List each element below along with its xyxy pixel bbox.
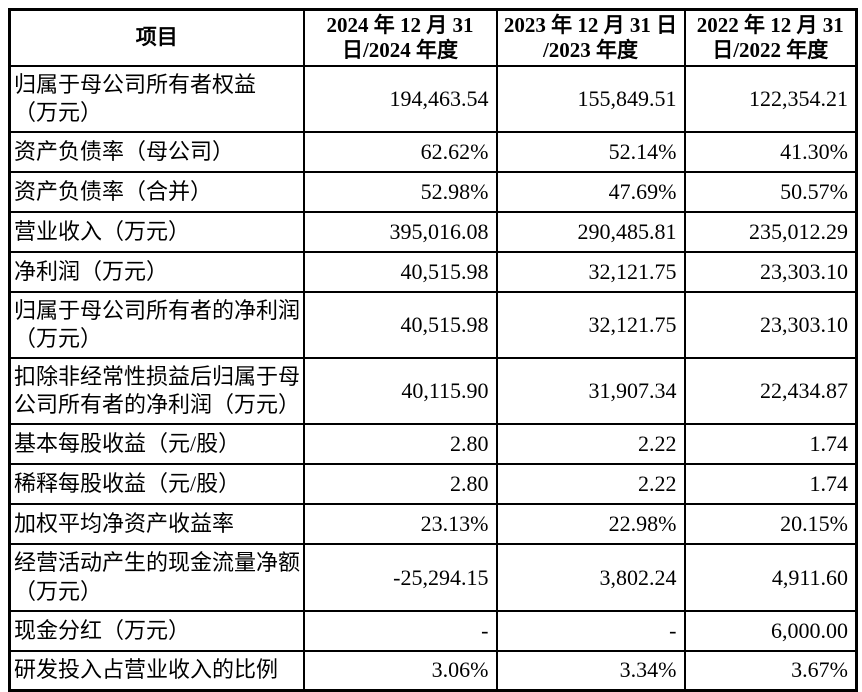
value-2024: 2.80 xyxy=(302,423,498,466)
value-2022: 41.30% xyxy=(683,130,858,173)
table-row: 归属于母公司所有者的净利润 （万元） 40,515.98 32,121.75 2… xyxy=(8,290,858,360)
row-label: 净利润（万元） xyxy=(8,250,305,293)
value-2024: - xyxy=(302,609,498,652)
financial-summary-table: 项目 2024 年 12 月 31 日/2024 年度 2023 年 12 月 … xyxy=(8,8,858,692)
value-2022: 23,303.10 xyxy=(683,290,858,360)
row-label: 扣除非经常性损益后归属于母 公司所有者的净利润（万元） xyxy=(8,357,305,426)
row-label: 稀释每股收益（元/股） xyxy=(8,463,305,506)
header-period-2023: 2023 年 12 月 31 日 /2023 年度 xyxy=(495,8,686,67)
header-item-column: 项目 xyxy=(8,8,305,67)
value-2023: 3.34% xyxy=(495,649,686,692)
value-2022: 4,911.60 xyxy=(683,543,858,612)
row-label: 研发投入占营业收入的比例 xyxy=(8,649,305,692)
table-row: 研发投入占营业收入的比例 3.06% 3.34% 3.67% xyxy=(8,649,858,692)
value-2023: 290,485.81 xyxy=(495,210,686,253)
row-label: 经营活动产生的现金流量净额 （万元） xyxy=(8,543,305,612)
value-2024: 23.13% xyxy=(302,503,498,546)
value-2024: 194,463.54 xyxy=(302,64,498,133)
header-row: 项目 2024 年 12 月 31 日/2024 年度 2023 年 12 月 … xyxy=(8,8,858,67)
value-2023: - xyxy=(495,609,686,652)
value-2022: 235,012.29 xyxy=(683,210,858,253)
row-label: 营业收入（万元） xyxy=(8,210,305,253)
row-label: 归属于母公司所有者权益 （万元） xyxy=(8,64,305,133)
row-label: 基本每股收益（元/股） xyxy=(8,423,305,466)
value-2022: 3.67% xyxy=(683,649,858,692)
row-label: 归属于母公司所有者的净利润 （万元） xyxy=(8,290,305,360)
value-2024: 2.80 xyxy=(302,463,498,506)
value-2023: 3,802.24 xyxy=(495,543,686,612)
row-label: 加权平均净资产收益率 xyxy=(8,503,305,546)
table-row: 资产负债率（合并） 52.98% 47.69% 50.57% xyxy=(8,170,858,213)
table-row: 经营活动产生的现金流量净额 （万元） -25,294.15 3,802.24 4… xyxy=(8,543,858,612)
table-row: 加权平均净资产收益率 23.13% 22.98% 20.15% xyxy=(8,503,858,546)
value-2024: 3.06% xyxy=(302,649,498,692)
value-2023: 155,849.51 xyxy=(495,64,686,133)
value-2023: 52.14% xyxy=(495,130,686,173)
table-row: 基本每股收益（元/股） 2.80 2.22 1.74 xyxy=(8,423,858,466)
table-row: 净利润（万元） 40,515.98 32,121.75 23,303.10 xyxy=(8,250,858,293)
value-2023: 47.69% xyxy=(495,170,686,213)
value-2024: 52.98% xyxy=(302,170,498,213)
value-2024: 40,515.98 xyxy=(302,250,498,293)
header-period-2024: 2024 年 12 月 31 日/2024 年度 xyxy=(302,8,498,67)
table-row: 营业收入（万元） 395,016.08 290,485.81 235,012.2… xyxy=(8,210,858,253)
document-page: 项目 2024 年 12 月 31 日/2024 年度 2023 年 12 月 … xyxy=(8,8,858,692)
header-period-2022: 2022 年 12 月 31 日/2022 年度 xyxy=(683,8,858,67)
table-row: 扣除非经常性损益后归属于母 公司所有者的净利润（万元） 40,115.90 31… xyxy=(8,357,858,426)
table-row: 归属于母公司所有者权益 （万元） 194,463.54 155,849.51 1… xyxy=(8,64,858,133)
value-2022: 1.74 xyxy=(683,463,858,506)
value-2024: 40,515.98 xyxy=(302,290,498,360)
value-2023: 22.98% xyxy=(495,503,686,546)
table-row: 资产负债率（母公司） 62.62% 52.14% 41.30% xyxy=(8,130,858,173)
value-2023: 2.22 xyxy=(495,463,686,506)
value-2023: 32,121.75 xyxy=(495,290,686,360)
value-2024: -25,294.15 xyxy=(302,543,498,612)
value-2022: 23,303.10 xyxy=(683,250,858,293)
table-row: 稀释每股收益（元/股） 2.80 2.22 1.74 xyxy=(8,463,858,506)
value-2022: 6,000.00 xyxy=(683,609,858,652)
value-2022: 20.15% xyxy=(683,503,858,546)
row-label: 资产负债率（合并） xyxy=(8,170,305,213)
value-2022: 50.57% xyxy=(683,170,858,213)
value-2024: 40,115.90 xyxy=(302,357,498,426)
row-label: 现金分红（万元） xyxy=(8,609,305,652)
table-body: 归属于母公司所有者权益 （万元） 194,463.54 155,849.51 1… xyxy=(8,64,858,692)
value-2024: 62.62% xyxy=(302,130,498,173)
row-label: 资产负债率（母公司） xyxy=(8,130,305,173)
value-2023: 2.22 xyxy=(495,423,686,466)
value-2023: 31,907.34 xyxy=(495,357,686,426)
value-2022: 122,354.21 xyxy=(683,64,858,133)
value-2022: 1.74 xyxy=(683,423,858,466)
value-2023: 32,121.75 xyxy=(495,250,686,293)
value-2024: 395,016.08 xyxy=(302,210,498,253)
value-2022: 22,434.87 xyxy=(683,357,858,426)
table-row: 现金分红（万元） - - 6,000.00 xyxy=(8,609,858,652)
